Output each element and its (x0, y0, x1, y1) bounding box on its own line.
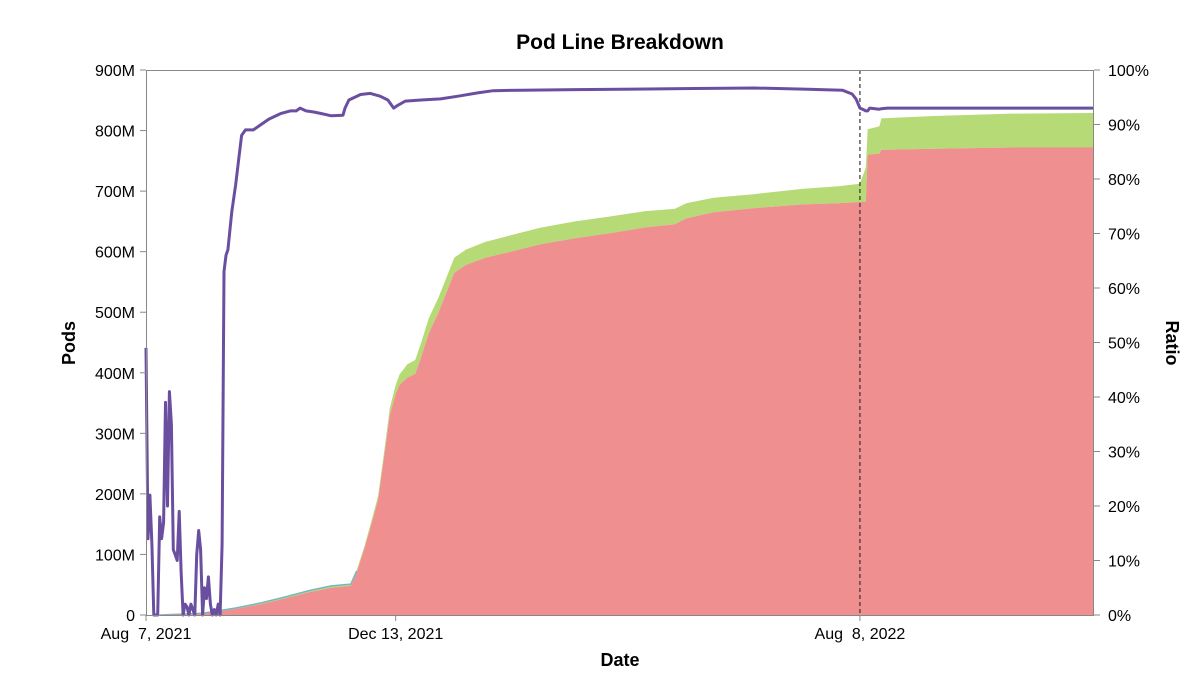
y-left-tick-label: 200M (95, 487, 135, 504)
y-right-tick-label: 60% (1108, 281, 1140, 298)
y-right-tick-label: 100% (1108, 63, 1149, 80)
y-left-tick-label: 0 (126, 608, 135, 625)
x-axis-title: Date (600, 650, 639, 670)
y-left-axis-ticks: 0 100M 200M 300M 400M 500M 600M 700M 800M 900M (95, 63, 146, 625)
y-left-tick-label: 500M (95, 305, 135, 322)
y-left-tick-label: 900M (95, 63, 135, 80)
y-left-tick-label: 300M (95, 426, 135, 443)
y-right-tick-label: 30% (1108, 445, 1140, 462)
axes-group (146, 70, 1094, 616)
ratio-line (144, 86, 1094, 617)
x-tick-label: Aug 8, 2022 (815, 626, 906, 643)
y-right-tick-label: 70% (1108, 227, 1140, 244)
x-axis-ticks: Aug 7, 2021 Dec 13, 2021 Aug 8, 2022 (101, 615, 906, 643)
y-left-axis-title: Pods (59, 321, 79, 365)
y-right-tick-label: 80% (1108, 172, 1140, 189)
y-right-axis-ticks: 0% 10% 20% 30% 40% 50% 60% 70% 80% 90% 100% (1094, 63, 1149, 625)
y-left-tick-label: 600M (95, 245, 135, 262)
y-left-tick-label: 700M (95, 184, 135, 201)
y-right-tick-label: 50% (1108, 336, 1140, 353)
y-right-tick-label: 40% (1108, 390, 1140, 407)
chart-title: Pod Line Breakdown (516, 31, 724, 54)
y-right-axis-title: Ratio (1162, 321, 1182, 366)
y-right-tick-label: 10% (1108, 554, 1140, 571)
y-left-tick-label: 400M (95, 366, 135, 383)
area-series-group (159, 113, 1094, 616)
y-right-tick-label: 0% (1108, 608, 1131, 625)
y-left-tick-label: 100M (95, 547, 135, 564)
y-left-tick-label: 800M (95, 124, 135, 141)
x-tick-label: Aug 7, 2021 (101, 626, 192, 643)
ratio-series-group (144, 86, 1094, 617)
x-tick-label: Dec 13, 2021 (348, 626, 443, 643)
y-right-tick-label: 90% (1108, 118, 1140, 135)
y-right-tick-label: 20% (1108, 499, 1140, 516)
